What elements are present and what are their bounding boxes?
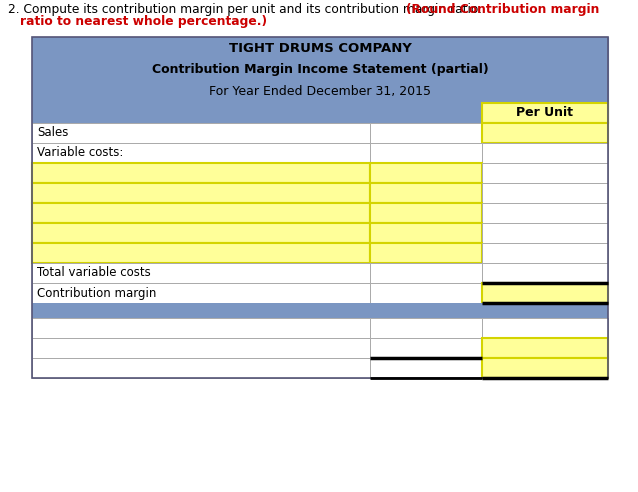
Bar: [32, 59, 608, 81]
Bar: [370, 163, 482, 183]
Bar: [482, 263, 608, 283]
Bar: [32, 338, 370, 358]
Bar: [482, 338, 608, 358]
Bar: [370, 143, 482, 163]
Text: 2. Compute its contribution margin per unit and its contribution margin ratio.: 2. Compute its contribution margin per u…: [8, 3, 486, 16]
Bar: [482, 223, 608, 243]
Bar: [32, 318, 370, 338]
Text: Contribution margin: Contribution margin: [37, 286, 156, 300]
Bar: [32, 283, 370, 303]
Text: Per Unit: Per Unit: [517, 106, 574, 120]
Bar: [482, 163, 608, 183]
Bar: [32, 223, 370, 243]
Bar: [32, 358, 370, 378]
Bar: [370, 123, 482, 143]
Bar: [370, 263, 482, 283]
Bar: [32, 263, 370, 283]
Bar: [32, 203, 370, 223]
Bar: [482, 318, 608, 338]
Bar: [482, 183, 608, 203]
Bar: [370, 338, 482, 358]
Bar: [32, 37, 608, 59]
Bar: [482, 203, 608, 223]
Bar: [482, 123, 608, 143]
Text: Total variable costs: Total variable costs: [37, 267, 151, 279]
Bar: [370, 243, 482, 263]
Bar: [370, 318, 482, 338]
Bar: [32, 183, 370, 203]
Bar: [32, 37, 608, 378]
Text: ratio to nearest whole percentage.): ratio to nearest whole percentage.): [20, 15, 267, 28]
Bar: [482, 243, 608, 263]
Bar: [370, 358, 482, 378]
Bar: [32, 81, 608, 103]
Bar: [482, 358, 608, 378]
Bar: [482, 143, 608, 163]
Bar: [32, 243, 370, 263]
Bar: [482, 103, 608, 123]
Text: Sales: Sales: [37, 126, 68, 140]
Text: (Round Contribution margin: (Round Contribution margin: [406, 3, 599, 16]
Bar: [370, 183, 482, 203]
Bar: [32, 163, 370, 183]
Bar: [482, 283, 608, 303]
Bar: [370, 203, 482, 223]
Text: TIGHT DRUMS COMPANY: TIGHT DRUMS COMPANY: [228, 41, 412, 55]
Bar: [32, 123, 370, 143]
Bar: [32, 143, 370, 163]
Text: For Year Ended December 31, 2015: For Year Ended December 31, 2015: [209, 86, 431, 98]
Bar: [32, 103, 608, 123]
Text: Contribution Margin Income Statement (partial): Contribution Margin Income Statement (pa…: [152, 63, 488, 76]
Text: Variable costs:: Variable costs:: [37, 147, 123, 159]
Bar: [32, 303, 608, 318]
Bar: [370, 223, 482, 243]
Bar: [370, 283, 482, 303]
